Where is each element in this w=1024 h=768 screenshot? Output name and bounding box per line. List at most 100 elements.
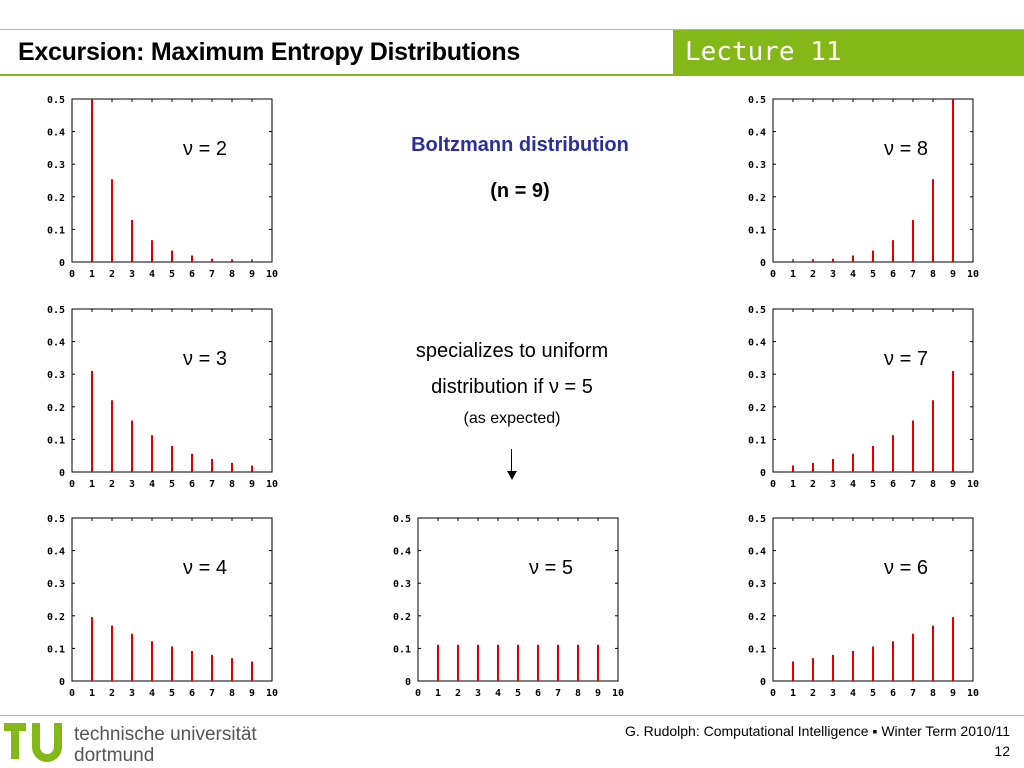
chart-panel: 0 1 2 3 4 5 6 7 8 9 10 0 0.1 0.2 0.3 0.4 0.5 ν = 4	[47, 514, 278, 699]
x-tick-label: 7	[209, 688, 215, 699]
x-tick-label: 5	[169, 688, 175, 699]
y-tick-label: 0.5	[47, 95, 65, 106]
y-tick-label: 0.5	[47, 305, 65, 316]
top-rule	[0, 29, 1024, 30]
x-tick-label: 3	[475, 688, 481, 699]
x-tick-label: 7	[910, 688, 916, 699]
x-tick-label: 3	[830, 479, 836, 490]
x-tick-label: 2	[109, 688, 115, 699]
x-tick-label: 4	[850, 688, 856, 699]
x-tick-label: 7	[209, 479, 215, 490]
down-arrow-icon	[507, 471, 517, 480]
x-tick-label: 8	[930, 269, 936, 280]
x-tick-label: 1	[790, 479, 796, 490]
slide-title: Excursion: Maximum Entropy Distributions	[18, 38, 520, 66]
x-tick-label: 4	[149, 688, 155, 699]
x-tick-label: 2	[455, 688, 461, 699]
plot-frame	[772, 98, 974, 263]
y-tick-label: 0.1	[748, 225, 766, 236]
x-tick-label: 5	[870, 269, 876, 280]
x-tick-label: 5	[870, 688, 876, 699]
x-tick-label: 2	[810, 688, 816, 699]
y-tick-label: 0	[760, 468, 766, 479]
nu-label: ν = 2	[183, 138, 227, 160]
x-tick-label: 4	[850, 479, 856, 490]
y-tick-label: 0.4	[748, 128, 766, 139]
boltzmann-heading: Boltzmann distribution	[411, 134, 629, 156]
x-tick-label: 0	[770, 269, 776, 280]
x-tick-label: 7	[209, 269, 215, 280]
x-tick-label: 9	[950, 269, 956, 280]
uniform-note-line1: specializes to uniform	[415, 340, 609, 362]
x-tick-label: 9	[249, 479, 255, 490]
x-tick-label: 10	[967, 269, 979, 280]
y-tick-label: 0	[760, 258, 766, 269]
x-tick-label: 8	[229, 269, 235, 280]
y-tick-label: 0.5	[47, 514, 65, 525]
x-tick-label: 6	[535, 688, 541, 699]
y-tick-label: 0.5	[748, 514, 766, 525]
uniform-note-line2: distribution if ν = 5	[431, 376, 593, 398]
x-tick-label: 6	[189, 479, 195, 490]
y-tick-label: 0.3	[47, 160, 65, 171]
x-tick-label: 5	[169, 269, 175, 280]
chart-panel: 0 1 2 3 4 5 6 7 8 9 10 0 0.1 0.2 0.3 0.4 0.5 ν = 6	[748, 514, 979, 699]
nu-label: ν = 6	[884, 557, 928, 579]
x-tick-label: 4	[850, 269, 856, 280]
y-tick-label: 0.1	[47, 435, 65, 446]
y-tick-label: 0.1	[393, 644, 411, 655]
y-tick-label: 0	[405, 677, 411, 688]
y-tick-label: 0.4	[47, 547, 65, 558]
n-subheading: (n = 9)	[490, 180, 550, 202]
x-tick-label: 5	[870, 479, 876, 490]
page-number: 12	[994, 743, 1010, 759]
plot-frame	[71, 98, 273, 263]
x-tick-label: 8	[930, 479, 936, 490]
x-tick-label: 0	[69, 269, 75, 280]
x-tick-label: 2	[810, 269, 816, 280]
nu-label: ν = 3	[183, 348, 227, 370]
footer-credit: G. Rudolph: Computational Intelligence ▪…	[625, 723, 1010, 739]
x-tick-label: 1	[89, 479, 95, 490]
y-tick-label: 0.1	[748, 435, 766, 446]
x-tick-label: 1	[790, 269, 796, 280]
y-tick-label: 0.3	[47, 370, 65, 381]
y-tick-label: 0.2	[748, 403, 766, 414]
y-tick-label: 0.4	[47, 338, 65, 349]
university-name-line2: dortmund	[74, 745, 155, 766]
x-tick-label: 0	[69, 688, 75, 699]
x-tick-label: 9	[950, 688, 956, 699]
y-tick-label: 0	[59, 677, 65, 688]
y-tick-label: 0	[59, 258, 65, 269]
lecture-banner: Lecture 11	[673, 30, 1024, 74]
x-tick-label: 5	[169, 479, 175, 490]
y-tick-label: 0.3	[748, 370, 766, 381]
y-tick-label: 0.2	[748, 193, 766, 204]
y-tick-label: 0.1	[748, 644, 766, 655]
y-tick-label: 0.2	[47, 403, 65, 414]
down-arrow-shaft	[511, 449, 512, 473]
x-tick-label: 10	[266, 479, 278, 490]
x-tick-label: 10	[612, 688, 624, 699]
x-tick-label: 6	[189, 269, 195, 280]
y-tick-label: 0.2	[47, 612, 65, 623]
x-tick-label: 9	[595, 688, 601, 699]
y-tick-label: 0.2	[393, 612, 411, 623]
x-tick-label: 10	[967, 688, 979, 699]
x-tick-label: 0	[770, 688, 776, 699]
lecture-label: Lecture 11	[685, 37, 842, 67]
y-tick-label: 0.3	[748, 160, 766, 171]
y-tick-label: 0.5	[393, 514, 411, 525]
y-tick-label: 0.1	[47, 644, 65, 655]
x-tick-label: 8	[575, 688, 581, 699]
x-tick-label: 4	[149, 269, 155, 280]
x-tick-label: 10	[967, 479, 979, 490]
x-tick-label: 9	[950, 479, 956, 490]
x-tick-label: 2	[109, 269, 115, 280]
x-tick-label: 1	[435, 688, 441, 699]
x-tick-label: 3	[129, 688, 135, 699]
y-tick-label: 0.5	[748, 305, 766, 316]
x-tick-label: 9	[249, 269, 255, 280]
y-tick-label: 0.2	[748, 612, 766, 623]
